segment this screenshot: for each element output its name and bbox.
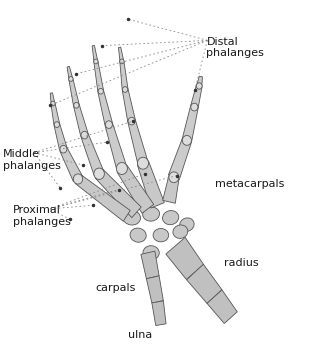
Ellipse shape (196, 83, 202, 89)
Ellipse shape (94, 59, 98, 64)
Polygon shape (166, 237, 204, 279)
Polygon shape (95, 170, 141, 218)
Ellipse shape (128, 117, 135, 125)
Polygon shape (122, 89, 136, 122)
Polygon shape (146, 276, 163, 303)
Ellipse shape (81, 131, 88, 139)
Polygon shape (73, 104, 88, 136)
Text: radius: radius (224, 258, 259, 268)
Polygon shape (98, 91, 113, 126)
Polygon shape (187, 264, 222, 304)
Ellipse shape (143, 207, 160, 221)
Ellipse shape (105, 121, 112, 128)
Polygon shape (54, 124, 67, 150)
Ellipse shape (169, 172, 179, 183)
Text: Middle
phalanges: Middle phalanges (3, 149, 61, 171)
Ellipse shape (73, 174, 83, 184)
Polygon shape (163, 176, 179, 203)
Polygon shape (152, 301, 166, 325)
Ellipse shape (94, 168, 104, 179)
Ellipse shape (116, 163, 127, 174)
Polygon shape (120, 61, 128, 90)
Polygon shape (50, 93, 55, 104)
Text: carpals: carpals (96, 283, 136, 292)
Polygon shape (168, 139, 191, 179)
Text: ulna: ulna (128, 330, 153, 340)
Ellipse shape (137, 157, 149, 169)
Ellipse shape (130, 228, 146, 242)
Polygon shape (141, 251, 159, 279)
Ellipse shape (153, 229, 169, 242)
Ellipse shape (74, 102, 79, 108)
Ellipse shape (51, 101, 55, 106)
Polygon shape (67, 66, 73, 79)
Polygon shape (197, 76, 202, 86)
Polygon shape (69, 79, 79, 106)
Polygon shape (118, 47, 124, 62)
Polygon shape (92, 45, 98, 62)
Polygon shape (128, 120, 148, 165)
Ellipse shape (123, 210, 140, 225)
Ellipse shape (98, 88, 103, 94)
Ellipse shape (69, 77, 73, 81)
Text: Distal
phalanges: Distal phalanges (206, 37, 264, 59)
Polygon shape (137, 161, 164, 208)
Polygon shape (81, 133, 104, 176)
Ellipse shape (120, 59, 124, 64)
Ellipse shape (180, 218, 194, 231)
Polygon shape (182, 106, 198, 142)
Ellipse shape (123, 87, 128, 92)
Polygon shape (94, 61, 104, 92)
Polygon shape (207, 290, 237, 324)
Text: Proximal
phalanges: Proximal phalanges (13, 205, 71, 227)
Polygon shape (60, 147, 83, 181)
Ellipse shape (54, 122, 59, 127)
Polygon shape (117, 165, 154, 213)
Polygon shape (75, 174, 130, 221)
Ellipse shape (60, 145, 67, 153)
Ellipse shape (191, 103, 198, 111)
Ellipse shape (173, 225, 188, 238)
Polygon shape (105, 123, 127, 170)
Ellipse shape (162, 211, 179, 225)
Text: metacarpals: metacarpals (214, 179, 284, 189)
Polygon shape (51, 103, 60, 125)
Polygon shape (190, 85, 202, 108)
Ellipse shape (182, 135, 191, 145)
Ellipse shape (143, 246, 159, 260)
